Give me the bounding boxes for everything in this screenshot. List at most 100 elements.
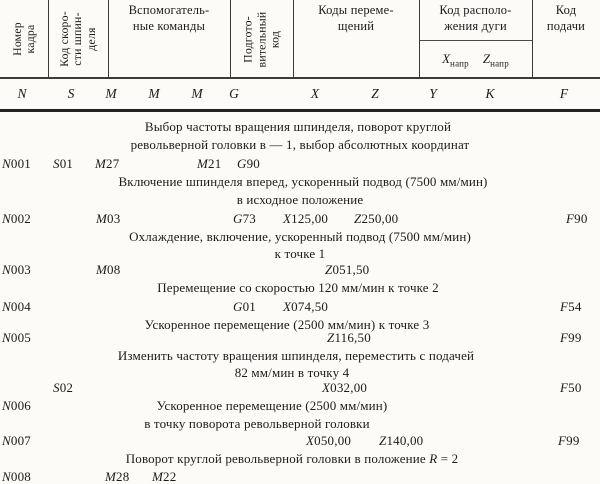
header-rotated-label: Подгото-вительный код <box>240 11 282 67</box>
column-letter: M <box>148 86 160 101</box>
header-spindle-speed: Код скоро-сти шпин-деля <box>48 0 108 78</box>
column-letter: N <box>17 86 27 101</box>
code-cell: X125,00 <box>283 211 329 226</box>
header-label: Код подачи <box>546 3 586 33</box>
code-cell: X074,50 <box>283 299 329 314</box>
description-text: 82 мм/мин в точку 4 <box>234 365 350 380</box>
code-cell: N006 <box>2 398 31 413</box>
description-line: в исходное положение <box>0 191 600 209</box>
code-cell: N001 <box>2 156 31 171</box>
header-rotated-label: Код скоро-сти шпин-деля <box>56 11 98 67</box>
column-letter: S <box>67 86 75 101</box>
x-direction-label: Xнапр <box>442 51 469 69</box>
description-text: в исходное положение <box>236 192 364 207</box>
description-text: к точке 1 <box>274 246 326 261</box>
description-line: Охлаждение, включение, ускоренный подвод… <box>0 228 600 246</box>
header-aux-commands: Вспомогатель-ные команды <box>108 0 230 78</box>
description-text: Ускоренное перемещение (2500 мм/мин) <box>156 398 388 413</box>
code-cell: G73 <box>233 211 256 226</box>
table-row: N007 X050,00 Z140,00 F99 <box>0 432 600 450</box>
code-cell: N008 <box>2 469 31 484</box>
code-cell: S01 <box>53 156 74 171</box>
header-feed-code: Код подачи <box>532 0 600 78</box>
description-text: Выбор частоты вращения шпинделя, поворот… <box>144 119 452 134</box>
description-line: Выбор частоты вращения шпинделя, поворот… <box>0 118 600 136</box>
code-cell: G90 <box>237 156 260 171</box>
z-direction-label: Zнапр <box>482 51 509 69</box>
header-label: Коды переме-щений <box>318 3 394 33</box>
column-divider <box>230 0 232 78</box>
code-cell: F99 <box>558 433 580 448</box>
code-cell: Z051,50 <box>325 262 370 277</box>
header-rotated-label: Номер кадра <box>9 22 38 56</box>
code-cell: M21 <box>197 156 222 171</box>
description-text: револьверной головки в — 1, выбор абсолю… <box>130 137 470 152</box>
code-cell: S02 <box>53 380 74 395</box>
description-text: Включение шпинделя вперед, ускоренный по… <box>118 174 488 189</box>
column-letter: K <box>485 86 495 101</box>
code-cell: M03 <box>96 211 121 226</box>
table-row: N001 S01 M27 M21 G90 <box>0 155 600 173</box>
code-cell: M28 <box>105 469 130 484</box>
description-line: 82 мм/мин в точку 4 <box>0 364 600 382</box>
header-label: Код располо-жения дуги <box>439 3 512 33</box>
code-cell: F50 <box>560 380 582 395</box>
code-cell: N007 <box>2 433 31 448</box>
code-cell: X032,00 <box>322 380 368 395</box>
code-cell: M27 <box>95 156 120 171</box>
code-cell: N005 <box>2 330 31 345</box>
code-cell: M22 <box>152 469 177 484</box>
code-cell: N002 <box>2 211 31 226</box>
code-cell: X050,00 <box>306 433 352 448</box>
code-cell: F54 <box>560 299 582 314</box>
table-row: S02 X032,00 F50 <box>0 379 600 397</box>
column-divider <box>532 0 534 78</box>
table-row: N005 Z116,50 F99 <box>0 329 600 347</box>
table-row: N002 M03 G73 X125,00 Z250,00 F90 <box>0 210 600 228</box>
table-row: N008 M28 M22 <box>0 468 600 484</box>
column-divider <box>293 0 295 78</box>
table-row: N004 G01 X074,50 F54 <box>0 298 600 316</box>
description-line: револьверной головки в — 1, выбор абсолю… <box>0 136 600 154</box>
column-letter: X <box>310 86 320 101</box>
description-text: Изменить частоту вращения шпинделя, пере… <box>117 348 475 363</box>
code-cell: F90 <box>566 211 588 226</box>
description-text: Охлаждение, включение, ускоренный подвод… <box>129 229 471 244</box>
code-cell: Z116,50 <box>327 330 371 345</box>
column-letter: G <box>229 86 239 101</box>
code-cell: M08 <box>96 262 121 277</box>
table-body-top-rule <box>0 109 600 112</box>
description-line: Ускоренное перемещение (2500 мм/мин) к т… <box>0 316 600 334</box>
table-row: N006 Ускоренное перемещение (2500 мм/мин) <box>0 397 600 415</box>
column-divider <box>48 0 50 78</box>
code-cell: F99 <box>560 330 582 345</box>
column-letter: M <box>105 86 117 101</box>
column-letter: M <box>191 86 203 101</box>
description-text: Поворот круглой револьверной головки в п… <box>125 451 459 466</box>
description-line: к точке 1 <box>0 245 600 263</box>
code-cell: G01 <box>233 299 256 314</box>
code-cell: N004 <box>2 299 31 314</box>
column-letter: Z <box>371 86 379 101</box>
arc-direction-subheader: Xнапр Zнапр <box>419 40 532 79</box>
description-text: в точку поворота револьверной головки <box>144 416 370 431</box>
header-bottom-rule <box>0 77 600 79</box>
header-move-codes: Коды переме-щений <box>293 0 419 78</box>
header-frame-number: Номер кадра <box>0 0 48 78</box>
code-cell: Z250,00 <box>354 211 399 226</box>
header-prep-code: Подгото-вительный код <box>230 0 293 78</box>
description-line: в точку поворота револьверной головки <box>0 415 600 433</box>
column-letter: F <box>559 86 569 101</box>
code-cell: N003 <box>2 262 31 277</box>
column-divider <box>108 0 110 78</box>
description-line: Перемещение со скоростью 120 мм/мин к то… <box>0 279 600 297</box>
header-label: Вспомогатель-ные команды <box>128 3 210 33</box>
description-line: Включение шпинделя вперед, ускоренный по… <box>0 173 600 191</box>
table-row: N003 M08 Z051,50 <box>0 261 600 279</box>
code-cell: Z140,00 <box>379 433 424 448</box>
description-text: Перемещение со скоростью 120 мм/мин к то… <box>157 280 439 295</box>
column-letter: Y <box>429 86 437 101</box>
column-divider <box>419 0 421 78</box>
description-line: Поворот круглой револьверной головки в п… <box>0 450 600 468</box>
